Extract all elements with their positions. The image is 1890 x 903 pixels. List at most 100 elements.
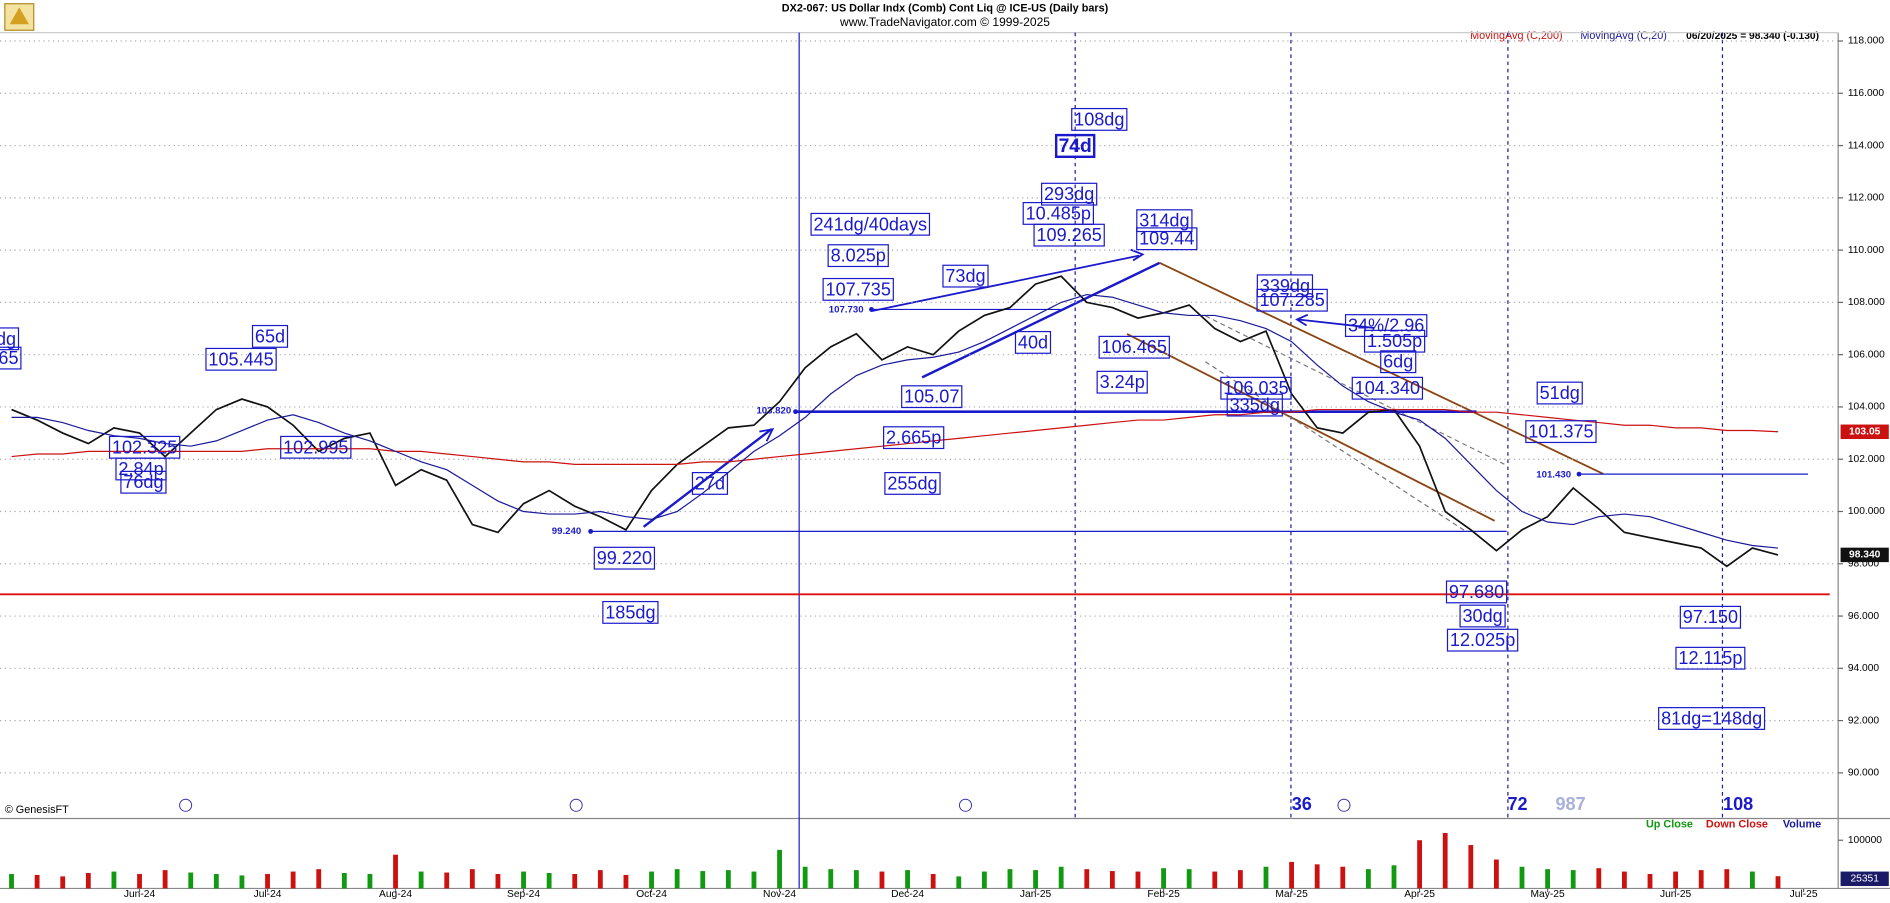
- annotation-label: 255dg: [887, 473, 937, 493]
- annotation-box: [1658, 707, 1766, 730]
- volume-bar: [290, 871, 296, 889]
- annotation-label: 185dg: [605, 602, 655, 622]
- annotation-box: [1446, 628, 1519, 652]
- volume-bar: [1570, 870, 1576, 889]
- annotation-box: [1380, 350, 1417, 374]
- annotation-box: [691, 471, 729, 495]
- volume-bar: [444, 872, 450, 889]
- annotation-label: 104.340: [1355, 378, 1420, 398]
- volume-bar: [905, 870, 910, 889]
- level-dot: [1576, 471, 1582, 477]
- annotation-box: [1098, 335, 1170, 359]
- annotation: 97.680: [1445, 580, 1508, 604]
- volume-bar: [1263, 866, 1269, 889]
- annotation: 108dg: [1071, 107, 1128, 131]
- volume-bar: [1186, 869, 1192, 889]
- volume-bar: [469, 869, 475, 889]
- y-tick-label: 102.000: [1848, 454, 1885, 465]
- volume-bar: [60, 876, 66, 889]
- x-tick-label: Sep-24: [507, 889, 540, 900]
- annotation-box: [884, 471, 941, 495]
- annotation: 107.285: [1256, 288, 1328, 312]
- x-tick-label: Jun-25: [1660, 889, 1692, 900]
- annotation: dg: [0, 327, 20, 351]
- volume-bar: [1161, 868, 1166, 889]
- annotation-box: [1220, 376, 1292, 400]
- annotation: 74d: [1054, 133, 1096, 158]
- annotation: 3.24p: [1096, 370, 1148, 394]
- volume-bar: [1033, 870, 1038, 889]
- volume-bar: [1519, 866, 1525, 889]
- annotation-label: 76dg: [123, 472, 163, 492]
- price-label-box: [1840, 547, 1889, 563]
- annotation-box: [1054, 133, 1096, 158]
- volume-bar: [1417, 840, 1422, 889]
- annotation: 339dg: [1256, 274, 1314, 298]
- annotation-box: [1445, 580, 1508, 604]
- x-tick-label: Aug-24: [379, 889, 412, 900]
- volume-bar: [623, 874, 629, 889]
- annotation: 106.465: [1098, 335, 1170, 359]
- y-tick-label: 112.000: [1848, 193, 1885, 204]
- volume-bar: [546, 873, 552, 889]
- volume-bar: [1237, 870, 1243, 889]
- volume-bar: [1109, 871, 1115, 889]
- annotation: 30dg: [1459, 604, 1506, 628]
- volume-bar: [1468, 845, 1474, 889]
- annotation: 2.665p: [882, 426, 945, 450]
- volume-bar: [239, 875, 245, 889]
- annotation-label: 101.375: [1528, 422, 1593, 442]
- annotation: 102.995: [280, 435, 352, 459]
- annotation-label: 2.84p: [118, 459, 163, 479]
- annotation: 109.44: [1136, 227, 1198, 251]
- annotation-label: 293dg: [1044, 184, 1094, 204]
- annotation: 104.340: [1351, 376, 1424, 400]
- annotation-box: [1344, 314, 1428, 337]
- volume-bar: [700, 871, 706, 889]
- annotation-box: [1525, 420, 1597, 444]
- annotation-label: 10.485p: [1026, 203, 1091, 223]
- annotation: 241dg/40days: [810, 212, 931, 236]
- volume-bar: [265, 873, 270, 889]
- annotation-box: [0, 327, 20, 351]
- annotation-label: 109.44: [1139, 229, 1194, 249]
- annotation-label: 99.220: [597, 548, 652, 568]
- annotation: 1.505p: [1363, 329, 1426, 353]
- annotation: 2.84p: [115, 457, 167, 481]
- volume-bar: [1058, 866, 1064, 889]
- x-tick-label: May-25: [1531, 889, 1565, 900]
- annotation-label: 108dg: [1074, 109, 1124, 129]
- volume-bar: [1545, 869, 1551, 889]
- annotation-label: 339dg: [1260, 276, 1310, 296]
- volume-bar: [1212, 871, 1218, 889]
- annotation-label: 12.025p: [1450, 630, 1515, 650]
- level-label: 107.730: [829, 304, 864, 315]
- volume-bar: [674, 869, 680, 889]
- annotation: 76dg: [120, 470, 167, 494]
- annotation-label: 51dg: [1540, 383, 1580, 403]
- cycle-label: 987: [1555, 794, 1585, 814]
- source: © GenesisFT: [5, 804, 69, 816]
- x-tick-label: Jun-24: [124, 889, 156, 900]
- y-tick-label: 98.000: [1848, 558, 1880, 569]
- legend-ma200: MovingAvg (C,200): [1470, 30, 1562, 42]
- annotation-label: 335dg: [1230, 395, 1280, 415]
- volume-bar: [1289, 861, 1294, 889]
- annotation-label: 65d: [255, 326, 285, 346]
- annotation-box: [1096, 370, 1148, 394]
- volume-bar: [777, 849, 782, 889]
- volume-bar: [879, 871, 885, 889]
- volume-bar: [597, 870, 603, 889]
- annotation-label: 97.680: [1449, 582, 1504, 602]
- annotation-label: 102.325: [112, 437, 177, 457]
- volume-bar: [213, 873, 219, 889]
- volume-tick-label: 100000: [1848, 835, 1882, 846]
- annotation-box: [1536, 381, 1583, 405]
- level-label: 99.240: [552, 526, 581, 537]
- annotation: 8.025p: [827, 244, 889, 268]
- volume-bar: [521, 871, 526, 889]
- volume-bar: [649, 871, 654, 889]
- y-tick-label: 108.000: [1848, 297, 1885, 308]
- annotation: 73dg: [942, 264, 989, 288]
